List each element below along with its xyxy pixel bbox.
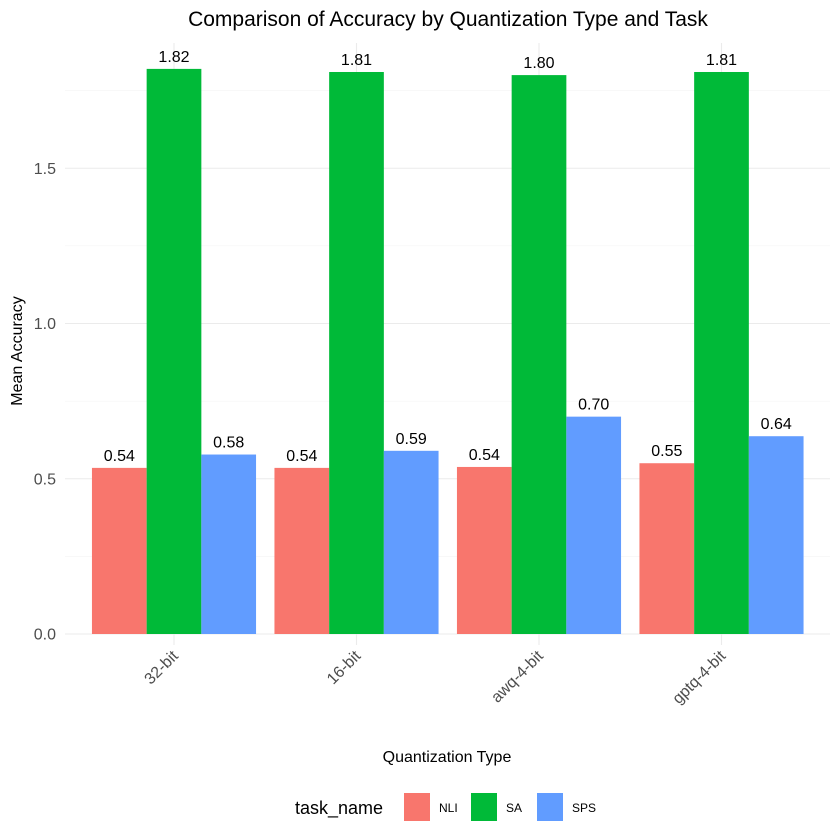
y-tick-label: 1.0	[34, 316, 56, 333]
y-tick-label: 0.0	[34, 627, 56, 644]
y-axis-title: Mean Accuracy	[9, 296, 26, 405]
legend-title: task_name	[295, 798, 383, 819]
legend-key-sps	[537, 793, 563, 821]
y-tick-label: 1.5	[34, 161, 56, 178]
bar-value-label: 0.55	[651, 443, 682, 460]
bar-sa-awq-4-bit	[511, 75, 567, 635]
bar-sa-gptq-4-bit	[694, 71, 749, 635]
bar-value-label: 1.82	[158, 49, 189, 66]
bar-sa-16-bit	[329, 71, 384, 635]
bar-sps-16-bit	[383, 450, 439, 634]
bar-value-label: 0.59	[396, 431, 427, 448]
legend-label-sps: SPS	[572, 801, 596, 815]
bar-sps-32-bit	[201, 454, 257, 634]
bar-nli-16-bit	[274, 467, 330, 634]
bar-value-label: 0.70	[578, 397, 609, 414]
bar-value-label: 1.81	[341, 52, 372, 69]
bar-value-label: 0.54	[104, 448, 135, 465]
legend: task_name NLI SA SPS	[295, 793, 596, 821]
legend-key-sa	[471, 793, 497, 821]
bar-labels-layer: 0.54 0.54 0.54 0.55 1.82 1.81 1.80 1.81 0.58 0.59…	[104, 49, 792, 465]
y-axis: 0.0 0.5 1.0 1.5	[34, 161, 56, 644]
bar-value-label: 1.81	[706, 52, 737, 69]
y-tick-label: 0.5	[34, 471, 56, 488]
x-tick-label: awq-4-bit	[488, 647, 547, 706]
bar-nli-awq-4-bit	[456, 466, 512, 634]
bar-sps-awq-4-bit	[566, 416, 622, 634]
chart-title: Comparison of Accuracy by Quantization T…	[188, 8, 708, 31]
legend-label-nli: NLI	[439, 801, 458, 815]
bar-value-label: 1.80	[523, 55, 554, 72]
bar-value-label: 0.64	[761, 416, 792, 433]
legend-label-sa: SA	[506, 801, 522, 815]
bar-sa-32-bit	[146, 68, 202, 634]
legend-key-nli	[404, 793, 430, 821]
bar-nli-32-bit	[91, 467, 147, 634]
x-tick-label: 32-bit	[142, 647, 183, 688]
bar-nli-gptq-4-bit	[639, 463, 695, 634]
x-axis-title: Quantization Type	[383, 749, 512, 766]
x-axis: 32-bit 16-bit awq-4-bit gptq-4-bit	[142, 647, 730, 707]
bar-value-label: 0.58	[213, 435, 244, 452]
bars-layer	[91, 68, 804, 635]
bar-sps-gptq-4-bit	[748, 436, 804, 634]
x-tick-label: 16-bit	[324, 647, 365, 688]
bar-value-label: 0.54	[286, 448, 317, 465]
x-tick-label: gptq-4-bit	[670, 647, 730, 707]
bar-value-label: 0.54	[469, 447, 500, 464]
